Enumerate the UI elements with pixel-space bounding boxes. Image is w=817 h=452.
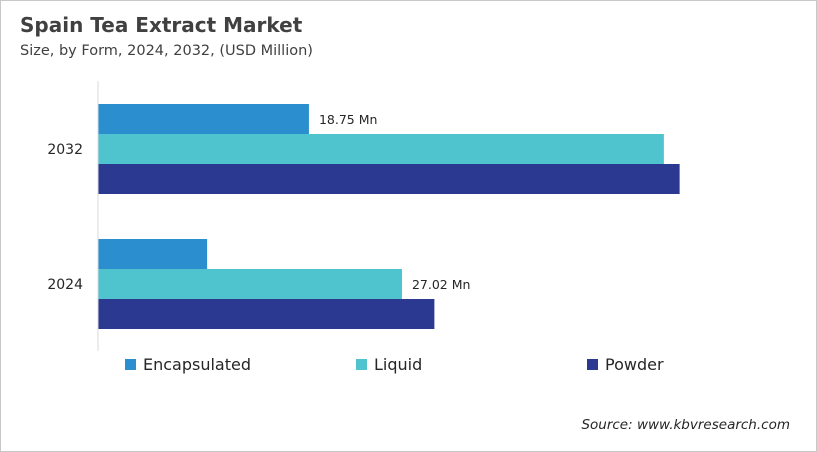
legend-item-powder: Powder [587, 355, 816, 374]
legend-swatch [125, 359, 136, 370]
bar-powder-2032 [98, 164, 680, 194]
category-label-2032: 2032 [47, 142, 83, 158]
bar-liquid-2032 [98, 134, 664, 164]
legend-item-encapsulated: Encapsulated [125, 355, 356, 374]
chart-title: Spain Tea Extract Market [20, 13, 303, 37]
legend-swatch [356, 359, 367, 370]
data-label: 18.75 Mn [319, 112, 377, 127]
legend-label: Liquid [374, 355, 423, 374]
legend: Encapsulated Liquid Powder [125, 355, 816, 374]
bar-encapsulated-2032 [98, 104, 309, 134]
legend-swatch [587, 359, 598, 370]
chart-subtitle: Size, by Form, 2024, 2032, (USD Million) [20, 43, 313, 59]
bar-liquid-2024 [98, 269, 402, 299]
data-label: 27.02 Mn [412, 277, 470, 292]
bar-powder-2024 [98, 299, 435, 329]
category-label-2024: 2024 [47, 277, 83, 293]
legend-item-liquid: Liquid [356, 355, 587, 374]
source-note: Source: www.kbvresearch.com [581, 417, 790, 433]
legend-label: Encapsulated [143, 355, 252, 374]
legend-label: Powder [605, 355, 664, 374]
bar-encapsulated-2024 [98, 239, 208, 269]
